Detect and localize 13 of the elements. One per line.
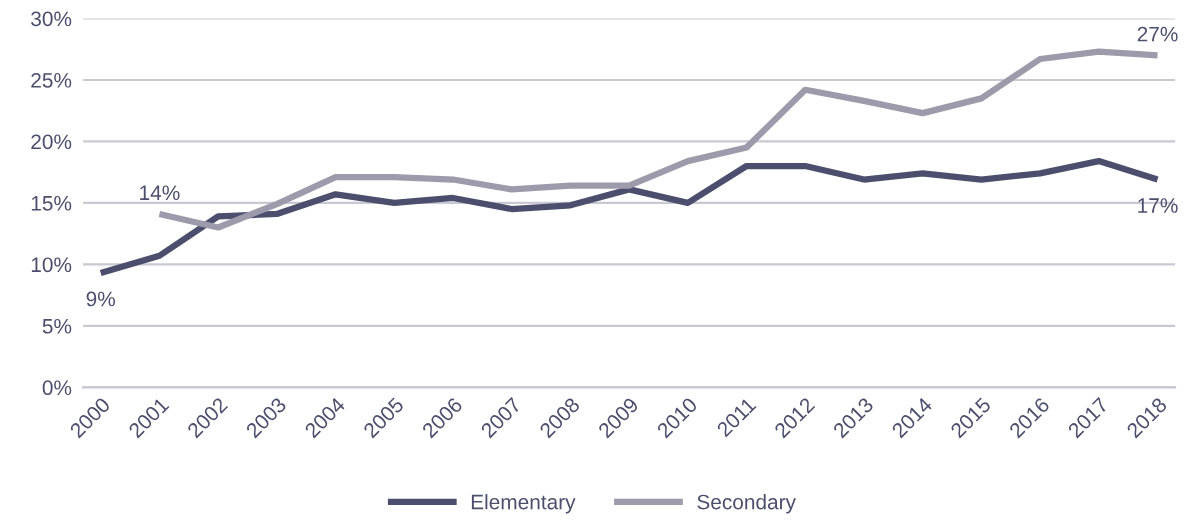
annotation: 17% (1138, 198, 1178, 213)
annotation: 9% (86, 291, 116, 307)
legend-label: Secondary (697, 494, 796, 514)
y-tick-label: 0% (42, 380, 72, 396)
legend-label: Elementary (471, 494, 576, 514)
y-tick-label: 20% (31, 134, 72, 150)
y-tick-label: 10% (31, 257, 72, 273)
y-tick-label: 25% (31, 72, 72, 88)
y-tick-label: 15% (31, 195, 72, 211)
annotation: 27% (1137, 26, 1178, 42)
y-tick-label: 5% (42, 318, 72, 334)
annotation: 14% (140, 185, 180, 201)
y-tick-label: 30% (31, 11, 72, 27)
